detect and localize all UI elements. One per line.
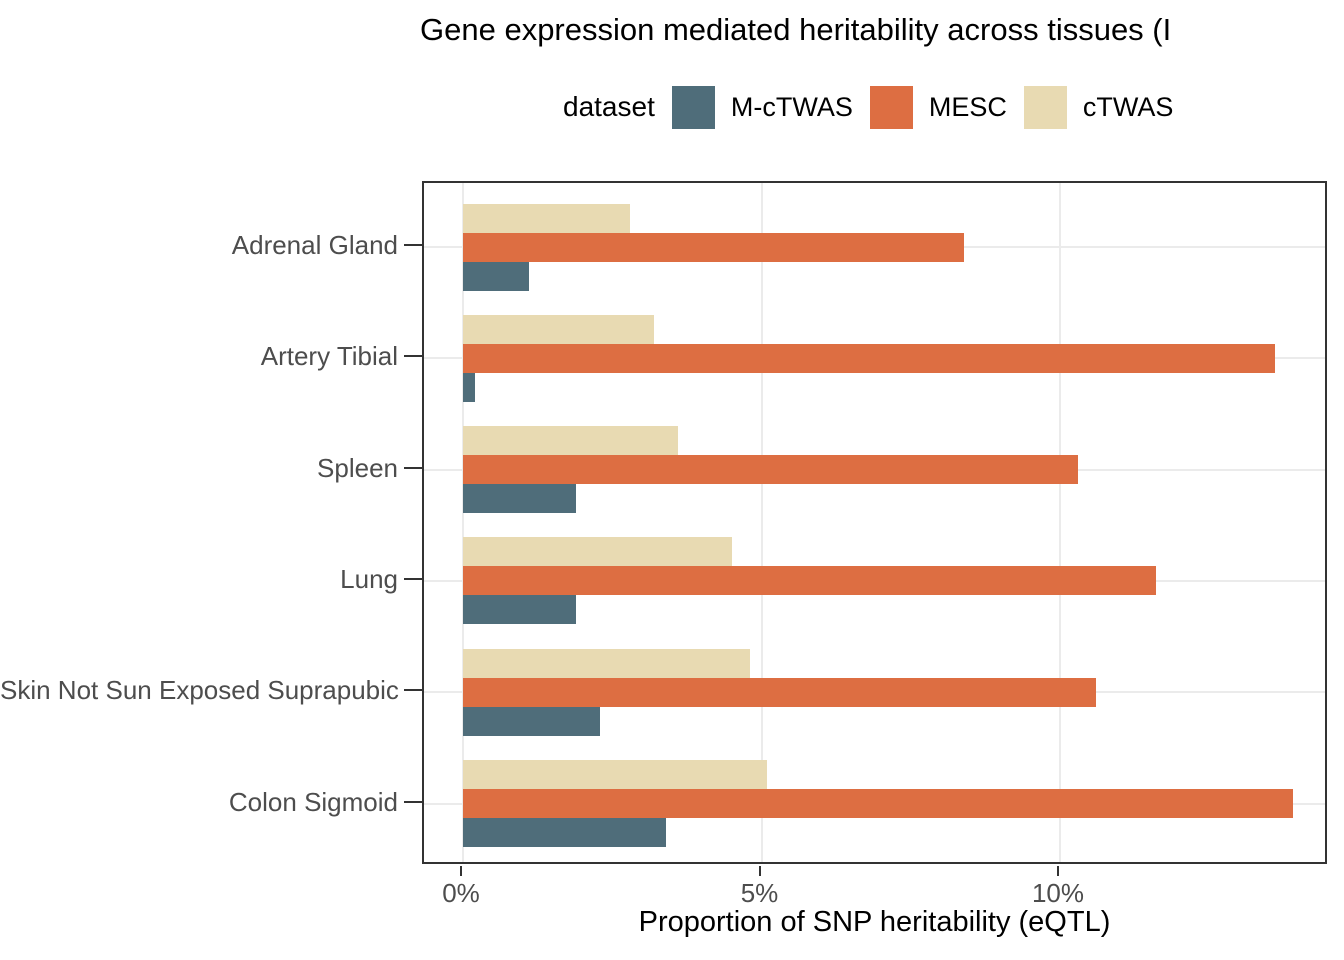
plot-panel xyxy=(422,181,1327,864)
y-axis-category-label: Adrenal Gland xyxy=(231,230,398,260)
gridline-x xyxy=(462,183,464,862)
y-axis-category-label: Spleen xyxy=(317,452,398,483)
x-tick-label: 5% xyxy=(740,878,779,908)
y-tick-mark xyxy=(404,800,422,803)
bar-MESC xyxy=(463,232,965,262)
x-tick-mark xyxy=(758,866,761,876)
legend-swatch-cTWAS xyxy=(1023,85,1067,129)
bar-cTWAS xyxy=(463,537,732,567)
x-tick-mark xyxy=(460,866,462,876)
y-tick-mark xyxy=(404,689,422,692)
bar-MESC xyxy=(463,789,1293,818)
x-tick-mark xyxy=(1057,866,1059,876)
legend-title: dataset xyxy=(563,91,655,122)
x-tick-label: 0% xyxy=(442,878,480,908)
bar-M-cTWAS xyxy=(463,372,475,402)
legend-item-MESC: MESC xyxy=(869,85,1007,129)
legend-label: M-cTWAS xyxy=(730,91,853,122)
bar-cTWAS xyxy=(463,203,631,233)
bar-M-cTWAS xyxy=(463,595,577,625)
bar-M-cTWAS xyxy=(463,484,577,514)
bar-cTWAS xyxy=(463,760,768,789)
legend-items: M-cTWAS MESC cTWAS xyxy=(671,85,1174,129)
y-axis-category-label: Colon Sigmoid xyxy=(228,786,398,817)
gridline-x xyxy=(760,183,763,862)
bar-M-cTWAS xyxy=(463,818,666,847)
legend: dataset M-cTWAS MESC cTWAS xyxy=(563,84,1173,130)
legend-label: MESC xyxy=(928,91,1007,122)
bar-cTWAS xyxy=(463,426,678,456)
chart-title: Gene expression mediated heritability ac… xyxy=(420,12,1172,47)
bar-M-cTWAS xyxy=(463,706,601,736)
y-tick-mark xyxy=(404,355,422,358)
y-tick-mark xyxy=(404,577,422,580)
bar-MESC xyxy=(463,566,1156,596)
bar-cTWAS xyxy=(463,314,655,344)
y-tick-mark xyxy=(404,244,422,246)
y-axis-category-label: Skin Not Sun Exposed Suprapubic xyxy=(0,675,399,706)
bar-MESC xyxy=(463,677,1096,707)
bar-cTWAS xyxy=(463,648,750,678)
y-axis-category-label: Artery Tibial xyxy=(260,341,398,372)
legend-item-M-cTWAS: M-cTWAS xyxy=(671,85,853,129)
y-axis-category-label: Lung xyxy=(340,563,398,594)
bar-MESC xyxy=(463,343,1275,373)
bar-M-cTWAS xyxy=(463,261,529,291)
y-tick-mark xyxy=(404,466,422,469)
legend-label: cTWAS xyxy=(1082,91,1174,122)
x-tick-label: 10% xyxy=(1031,878,1085,908)
bar-MESC xyxy=(463,455,1078,485)
legend-swatch-M-cTWAS xyxy=(671,85,715,129)
legend-item-cTWAS: cTWAS xyxy=(1023,85,1174,129)
legend-swatch-MESC xyxy=(869,85,913,129)
gridline-x xyxy=(1059,183,1061,862)
x-axis-title: Proportion of SNP heritability (eQTL) xyxy=(638,906,1111,938)
